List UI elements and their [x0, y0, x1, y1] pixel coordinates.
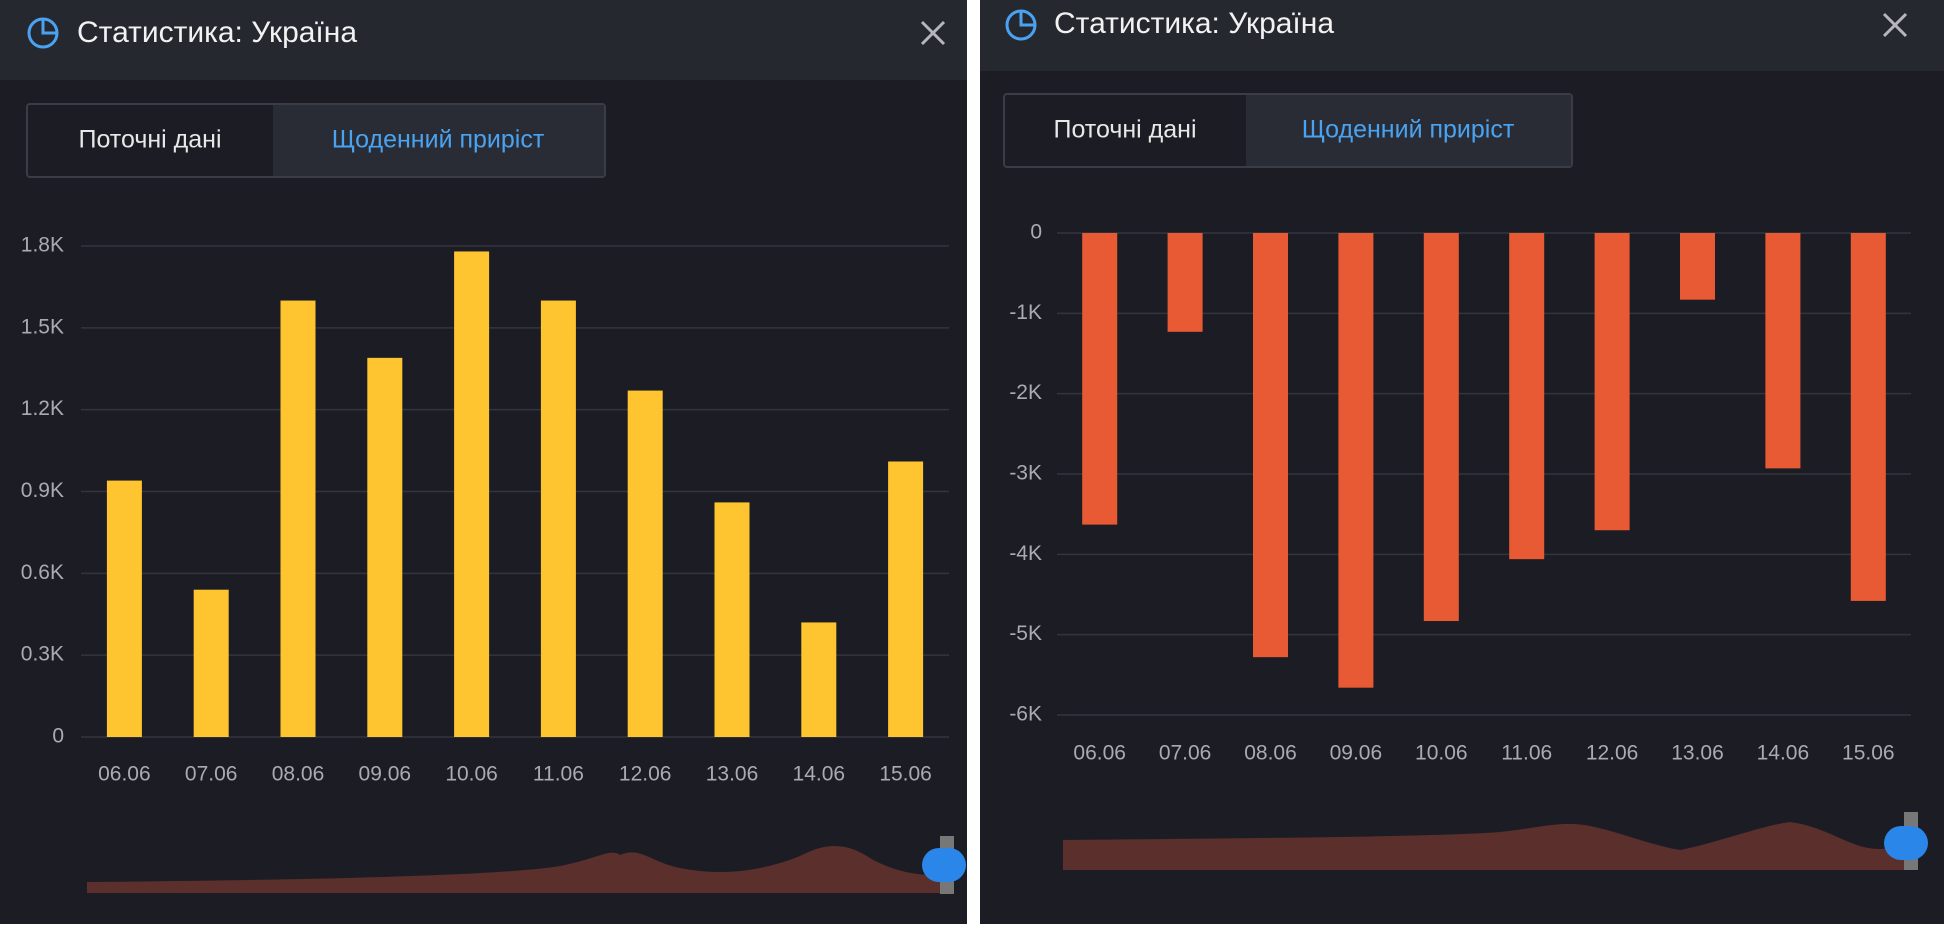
- navigator-handle[interactable]: [1884, 826, 1928, 860]
- y-tick-label: -1K: [1009, 301, 1042, 324]
- y-tick-label: 0.3K: [21, 643, 64, 666]
- y-tick-label: 1.5K: [21, 315, 64, 338]
- bar: [1594, 233, 1630, 531]
- x-tick-label: 14.06: [1757, 742, 1810, 765]
- tab-active-bg: [1246, 95, 1571, 166]
- y-tick-label: 0.9K: [21, 479, 64, 502]
- panel-title: Статистика: Україна: [1054, 7, 1334, 40]
- x-tick-label: 12.06: [1586, 742, 1639, 765]
- x-tick-label: 08.06: [1244, 742, 1297, 765]
- x-tick-label: 11.06: [533, 763, 584, 786]
- y-tick-label: 1.2K: [21, 397, 64, 420]
- bar: [1338, 233, 1374, 688]
- chart: 0 0.3K 0.6K 0.9K 1.2K 1.5K 1.8K 06.06 07.06 08.06…: [21, 234, 949, 786]
- bar: [1423, 233, 1459, 622]
- bar: [454, 251, 490, 737]
- chart: 0 -1K -2K -3K -4K -5K -6K 06.06 07.06 08.06 09.06 1…: [1009, 221, 1911, 765]
- bar: [801, 622, 837, 737]
- y-tick-label: 1.8K: [21, 234, 64, 257]
- x-tick-label: 06.06: [1073, 742, 1126, 765]
- x-tick-label: 14.06: [793, 763, 846, 786]
- x-tick-label: 10.06: [445, 763, 498, 786]
- y-tick-label: -6K: [1009, 703, 1042, 726]
- bar: [714, 502, 750, 737]
- x-tick-label: 08.06: [272, 763, 325, 786]
- bar: [1253, 233, 1288, 658]
- x-tick-label: 15.06: [879, 763, 932, 786]
- x-tick-label: 10.06: [1415, 742, 1468, 765]
- tab-active[interactable]: Щоденний приріст: [332, 126, 545, 154]
- stats-icon: [1005, 9, 1037, 41]
- x-tick-label: 07.06: [185, 763, 238, 786]
- bar: [280, 300, 316, 737]
- x-tick-label: 11.06: [1501, 742, 1552, 765]
- x-tick-label: 06.06: [98, 763, 151, 786]
- y-tick-label: -3K: [1009, 462, 1042, 485]
- tab-active[interactable]: Щоденний приріст: [1302, 116, 1515, 144]
- x-tick-label: 15.06: [1842, 742, 1895, 765]
- y-tick-label: -2K: [1009, 381, 1042, 404]
- navigator[interactable]: [1063, 822, 1910, 870]
- tab-active-bg: [273, 105, 604, 176]
- bar: [1167, 233, 1203, 332]
- y-tick-label: 0: [1030, 221, 1042, 244]
- y-tick-label: -5K: [1009, 622, 1042, 645]
- navigator-handle[interactable]: [922, 848, 966, 882]
- bar: [1509, 233, 1545, 560]
- panel-title: Статистика: Україна: [77, 16, 357, 49]
- bar: [1680, 233, 1715, 300]
- bar: [540, 300, 576, 737]
- y-tick-label: 0: [52, 725, 64, 748]
- close-button[interactable]: [920, 20, 946, 46]
- close-button[interactable]: [1882, 12, 1908, 38]
- stats-icon: [27, 17, 59, 49]
- y-tick-label: -4K: [1009, 542, 1042, 565]
- bar: [1765, 233, 1801, 469]
- tab[interactable]: Поточні дані: [1053, 116, 1196, 144]
- navigator[interactable]: [87, 845, 949, 893]
- bar: [106, 480, 142, 737]
- bar: [193, 589, 229, 737]
- x-tick-label: 09.06: [359, 763, 412, 786]
- tab[interactable]: Поточні дані: [78, 126, 221, 154]
- bar: [888, 461, 924, 737]
- x-tick-label: 13.06: [1671, 742, 1724, 765]
- bar: [367, 357, 403, 737]
- panel-header: [980, 0, 1944, 71]
- x-tick-label: 13.06: [706, 763, 759, 786]
- x-tick-label: 07.06: [1159, 742, 1212, 765]
- panel-header: [0, 0, 967, 80]
- x-tick-label: 09.06: [1330, 742, 1383, 765]
- x-tick-label: 12.06: [619, 763, 672, 786]
- bar: [1082, 233, 1118, 525]
- bar: [1850, 233, 1886, 601]
- bar: [627, 390, 663, 737]
- y-tick-label: 0.6K: [21, 561, 64, 584]
